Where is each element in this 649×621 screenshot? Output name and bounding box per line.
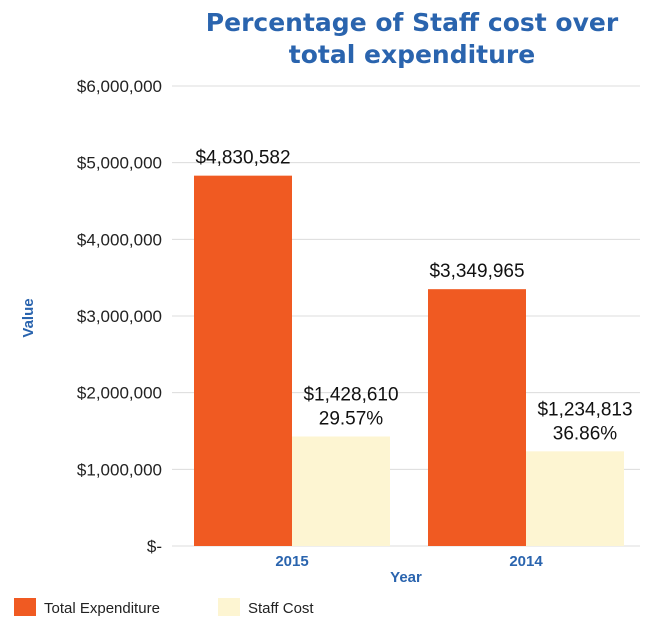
y-axis-ticks: $- $1,000,000 $2,000,000 $3,000,000 $4,000,0… — [77, 77, 162, 556]
bar-staff-cost-2015 — [292, 436, 390, 546]
y-tick-label: $6,000,000 — [77, 77, 162, 96]
x-tick-label: 2015 — [275, 553, 308, 570]
x-tick-label: 2014 — [509, 553, 543, 570]
data-label: $1,234,813 — [537, 399, 632, 420]
y-tick-label: $2,000,000 — [77, 384, 162, 403]
data-label: 36.86% — [553, 423, 618, 444]
bar-staff-cost-2014 — [526, 451, 624, 546]
y-tick-label: $5,000,000 — [77, 154, 162, 173]
chart-title: Percentage of Staff cost over total expen… — [206, 8, 619, 69]
bars — [194, 175, 624, 546]
legend-label: Total Expenditure — [44, 600, 160, 617]
legend: Total Expenditure Staff Cost — [14, 598, 314, 617]
y-tick-label: $1,000,000 — [77, 460, 162, 479]
y-axis-title: Value — [20, 298, 37, 337]
legend-swatch — [218, 598, 240, 616]
data-label: $1,428,610 — [303, 384, 398, 405]
bar-total-expenditure-2015 — [194, 175, 292, 546]
data-label: $4,830,582 — [195, 148, 290, 169]
x-axis-title: Year — [390, 569, 422, 586]
data-label: $3,349,965 — [429, 261, 524, 282]
chart-title-line-1: Percentage of Staff cost over — [206, 8, 619, 37]
data-label: 29.57% — [319, 408, 384, 429]
x-axis-ticks: 2015 2014 — [275, 553, 543, 570]
legend-label: Staff Cost — [248, 600, 314, 617]
bar-total-expenditure-2014 — [428, 289, 526, 546]
legend-swatch — [14, 598, 36, 616]
y-tick-label: $3,000,000 — [77, 307, 162, 326]
chart-title-line-2: total expenditure — [289, 40, 535, 69]
y-tick-label: $4,000,000 — [77, 230, 162, 249]
data-labels: $4,830,582 $1,428,610 29.57% $3,349,965 $1,2… — [195, 148, 632, 445]
y-tick-label: $- — [147, 537, 162, 556]
